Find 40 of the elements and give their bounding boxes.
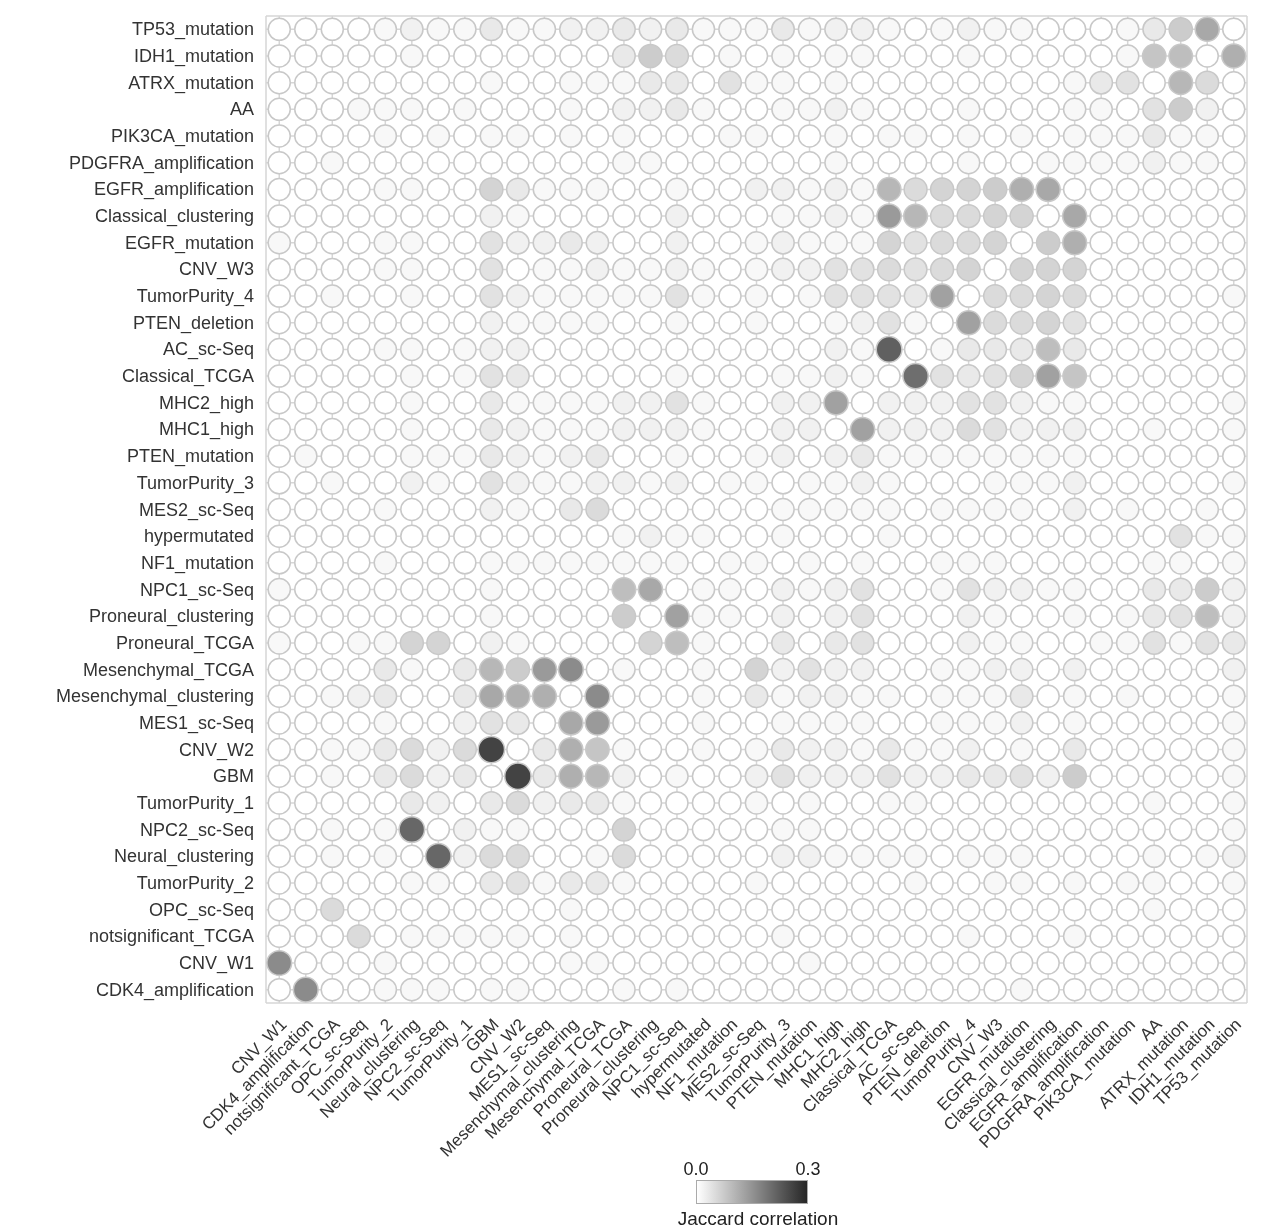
y-tick-label: notsignificant_TCGA (88, 926, 254, 948)
y-tick-label: MHC2_high (158, 392, 254, 414)
y-tick-label: MES1_sc-Seq (138, 712, 254, 734)
y-tick-label: NPC1_sc-Seq (139, 579, 254, 601)
y-tick-label: ATRX_mutation (128, 72, 254, 94)
y-tick-label: PTEN_deletion (132, 312, 254, 334)
y-tick-label: Mesenchymal_clustering (55, 686, 254, 708)
y-tick-label: Classical_clustering (94, 206, 254, 228)
y-tick-label: IDH1_mutation (133, 46, 254, 68)
color-bar-label: 0.0 (683, 1158, 709, 1180)
y-tick-label: Proneural_clustering (88, 606, 254, 628)
y-tick-label: MES2_sc-Seq (138, 499, 254, 521)
y-tick-label: EGFR_mutation (124, 232, 254, 254)
y-tick-label: OPC_sc-Seq (148, 899, 254, 921)
y-tick-label: NF1_mutation (140, 552, 254, 574)
y-tick-label: PIK3CA_mutation (110, 126, 254, 148)
y-tick-label: EGFR_amplification (93, 179, 254, 201)
y-tick-label: CNV_W3 (178, 259, 254, 281)
y-tick-label: CNV_W1 (178, 952, 254, 974)
y-tick-label: Neural_clustering (113, 846, 254, 868)
y-tick-label: Mesenchymal_TCGA (82, 659, 254, 681)
y-tick-label: TP53_mutation (131, 19, 254, 41)
y-tick-label: TumorPurity_2 (136, 872, 254, 894)
y-tick-label: PTEN_mutation (126, 446, 254, 468)
y-tick-label: MHC1_high (158, 419, 254, 441)
y-tick-label: hypermutated (143, 526, 254, 547)
y-tick-label: CDK4_amplification (95, 979, 254, 1001)
color-bar-label: 0.3 (795, 1158, 821, 1180)
y-tick-label: GBM (212, 766, 254, 787)
y-tick-label: NPC2_sc-Seq (139, 819, 254, 841)
y-tick-label: TumorPurity_3 (136, 472, 254, 494)
y-tick-label: AA (229, 99, 254, 120)
y-tick-label: CNV_W2 (178, 739, 254, 761)
color-bar-title: Jaccard correlation (676, 1208, 840, 1230)
y-tick-label: Classical_TCGA (121, 366, 254, 388)
y-tick-label: AC_sc-Seq (162, 339, 254, 361)
y-tick-label: TumorPurity_4 (136, 286, 254, 308)
y-tick-label: PDGFRA_amplification (68, 152, 254, 174)
y-tick-label: TumorPurity_1 (136, 792, 254, 814)
y-tick-label: Proneural_TCGA (115, 632, 254, 654)
